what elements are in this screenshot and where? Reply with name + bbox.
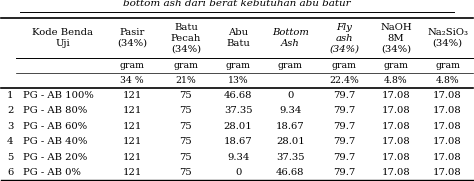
Text: bottom ash dari berat kebutuhan abu batur: bottom ash dari berat kebutuhan abu batu… [123, 0, 351, 8]
